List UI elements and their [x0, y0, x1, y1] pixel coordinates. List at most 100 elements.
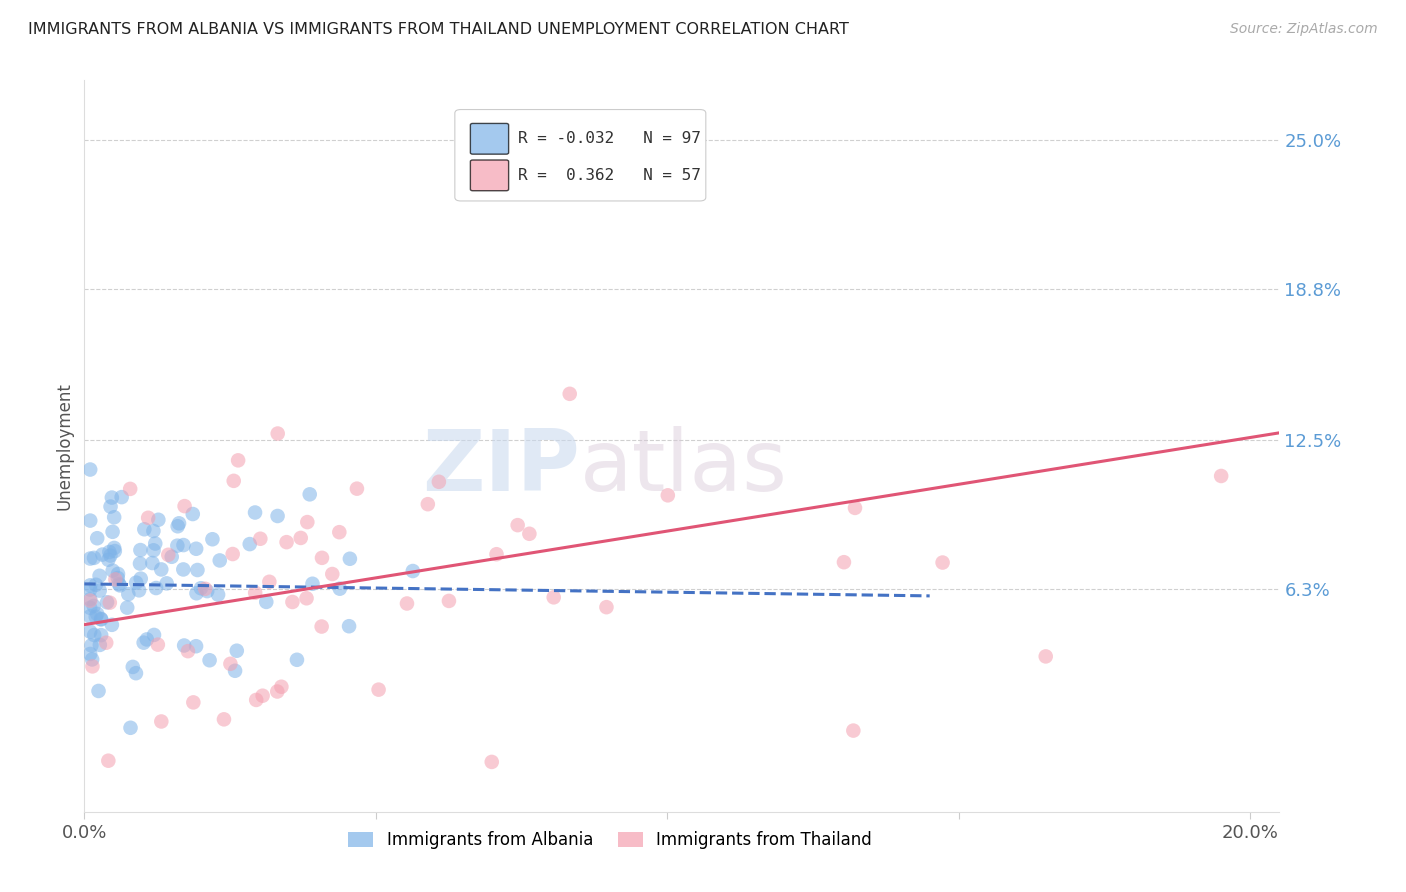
Point — [506, 518, 529, 533]
Point — [166, 519, 188, 533]
Point — [141, 556, 163, 570]
Point — [226, 453, 249, 467]
Point — [97, 754, 120, 768]
Point — [87, 684, 110, 698]
Point — [254, 595, 277, 609]
Point — [89, 638, 111, 652]
Point — [79, 647, 101, 661]
Point — [101, 564, 124, 578]
Point — [90, 628, 112, 642]
Point — [519, 526, 541, 541]
Point — [150, 562, 173, 576]
Point — [437, 594, 460, 608]
Point — [125, 666, 148, 681]
Point — [181, 507, 204, 521]
Point — [270, 680, 292, 694]
Point — [101, 491, 124, 505]
Point — [243, 585, 266, 599]
Point — [222, 474, 245, 488]
Point — [143, 628, 166, 642]
Point — [221, 547, 243, 561]
Point — [311, 619, 333, 633]
Y-axis label: Unemployment: Unemployment — [55, 382, 73, 510]
Point — [543, 591, 565, 605]
Point — [402, 564, 425, 578]
Point — [136, 510, 159, 524]
Point — [481, 755, 503, 769]
Point — [267, 426, 290, 441]
Point — [844, 500, 866, 515]
Legend: Immigrants from Albania, Immigrants from Thailand: Immigrants from Albania, Immigrants from… — [342, 825, 879, 856]
Point — [239, 537, 262, 551]
Point — [129, 543, 152, 558]
Point — [120, 721, 142, 735]
Point — [145, 581, 167, 595]
Point — [101, 617, 124, 632]
Point — [150, 714, 173, 729]
Point — [173, 499, 195, 513]
Point — [107, 566, 129, 581]
Point — [121, 660, 143, 674]
Point — [135, 632, 157, 647]
Point — [79, 609, 101, 624]
Point — [224, 664, 246, 678]
Point — [84, 578, 107, 592]
Point — [84, 609, 107, 624]
Point — [173, 639, 195, 653]
Point — [201, 533, 224, 547]
Point — [120, 482, 142, 496]
Text: atlas: atlas — [581, 426, 789, 509]
Point — [167, 516, 190, 531]
Point — [101, 524, 124, 539]
Point — [148, 513, 170, 527]
Point — [416, 497, 439, 511]
Point — [82, 652, 104, 666]
Point — [281, 595, 304, 609]
Point — [100, 500, 122, 514]
Point — [558, 387, 581, 401]
Point — [225, 643, 247, 657]
Point — [329, 582, 352, 596]
Point — [172, 538, 194, 552]
Point — [219, 657, 242, 671]
Point — [328, 525, 350, 540]
Point — [249, 532, 271, 546]
Point — [79, 578, 101, 592]
Point — [295, 591, 318, 606]
Point — [243, 506, 266, 520]
Point — [266, 684, 288, 698]
Point — [142, 543, 165, 558]
Point — [104, 573, 127, 587]
Point — [86, 531, 108, 545]
Point — [1035, 649, 1057, 664]
Point — [80, 639, 103, 653]
Text: Source: ZipAtlas.com: Source: ZipAtlas.com — [1230, 22, 1378, 37]
Point — [117, 587, 139, 601]
Point — [79, 462, 101, 476]
Point — [83, 550, 105, 565]
Point — [79, 551, 101, 566]
Point — [107, 571, 129, 585]
Point — [842, 723, 865, 738]
Point — [931, 556, 953, 570]
Point — [194, 582, 217, 596]
Point — [128, 583, 150, 598]
Point — [90, 612, 112, 626]
Point — [82, 659, 104, 673]
Point — [125, 575, 148, 590]
Point — [208, 553, 231, 567]
Point — [485, 547, 508, 561]
Point — [115, 600, 138, 615]
Point — [160, 549, 183, 564]
Point — [198, 653, 221, 667]
Point — [111, 490, 134, 504]
Text: R = -0.032   N = 97: R = -0.032 N = 97 — [519, 131, 702, 146]
Point — [132, 635, 155, 649]
Point — [285, 653, 308, 667]
Point — [79, 600, 101, 615]
Point — [339, 551, 361, 566]
Point — [207, 588, 229, 602]
FancyBboxPatch shape — [471, 160, 509, 191]
Point — [98, 545, 121, 559]
Point — [100, 549, 122, 563]
